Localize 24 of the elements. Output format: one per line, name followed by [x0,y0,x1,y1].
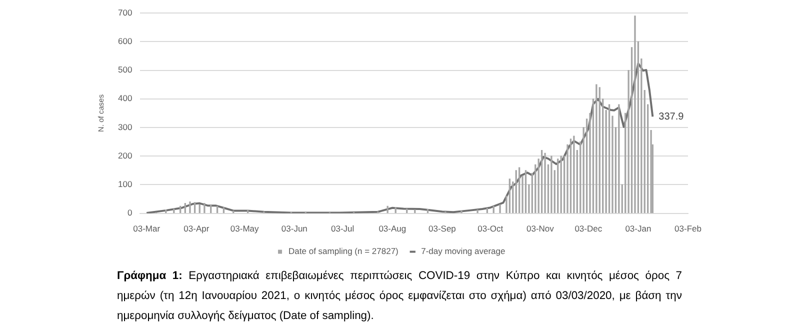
x-tick-label: 03-Mar [133,224,160,234]
x-tick-label: 03-Jun [281,224,308,234]
x-tick-label: 03-Feb [674,224,702,234]
y-tick-label: 700 [118,7,132,18]
y-tick-label: 100 [118,179,132,190]
legend-label: 7-day moving average [421,246,506,256]
legend-label: Date of sampling (n = 27827) [288,246,399,256]
x-tick-label: 03-May [230,224,260,234]
x-tick-label: 03-Jul [331,224,354,234]
y-tick-label: 500 [118,64,132,75]
y-tick-label: 400 [118,93,132,104]
y-tick-label: 0 [127,208,132,218]
x-tick-label: 03-Dec [574,224,603,234]
y-tick-label: 600 [118,36,132,46]
y-tick-label: 300 [118,122,132,132]
x-tick-label: 03-Apr [184,224,210,234]
x-tick-label: 03-Jan [625,224,652,234]
annotation: 337.9 [658,111,684,122]
text: Γράφημα 1: Εργαστηριακά επιβεβαιωμένες περιπτώσεις COVID-19 στην Κύπρο και κινητός μέσος όρος 7 ημερών (τη 12η Ιανουαρίου 2021, ο κινητός μέσος όρος εμφανίζεται στο σχήμα) από 03/03/2020, με βάση την ημερομηνία συλλογής δείγματος (Date of sampling). [117,269,682,324]
y-tick-label: 200 [118,150,132,160]
x-tick-label: 03-Oct [478,224,504,234]
x-tick-label: 03-Aug [378,224,406,234]
x-tick-label: 03-Nov [526,224,555,234]
x-tick-label: 03-Sep [428,224,456,234]
